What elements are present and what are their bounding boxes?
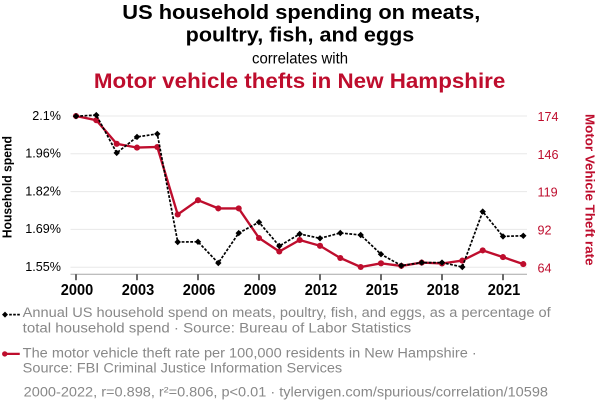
svg-text:2012: 2012 <box>305 282 337 299</box>
svg-text:2018: 2018 <box>427 282 459 299</box>
svg-text:Motor Vehicle Theft rate: Motor Vehicle Theft rate <box>583 114 597 265</box>
svg-text:1.82%: 1.82% <box>25 184 61 198</box>
svg-text:US household spending on meats: US household spending on meats, <box>122 2 480 24</box>
svg-text:correlates with: correlates with <box>252 51 348 68</box>
svg-text:Motor vehicle thefts in New Ha: Motor vehicle thefts in New Hampshire <box>94 69 506 93</box>
svg-text:2009: 2009 <box>244 282 276 299</box>
svg-text:2000: 2000 <box>61 282 93 299</box>
svg-text:2021: 2021 <box>488 282 520 299</box>
svg-text:146: 146 <box>538 148 559 162</box>
svg-text:92: 92 <box>538 224 552 238</box>
svg-text:poultry, fish, and eggs: poultry, fish, and eggs <box>186 24 415 46</box>
svg-text:Source: FBI Criminal Justice I: Source: FBI Criminal Justice Information… <box>23 361 343 376</box>
svg-text:2015: 2015 <box>366 282 398 299</box>
svg-text:119: 119 <box>538 186 558 200</box>
svg-text:1.55%: 1.55% <box>25 260 61 274</box>
svg-text:2.1%: 2.1% <box>32 109 61 123</box>
svg-text:Household spend: Household spend <box>1 136 15 238</box>
svg-text:174: 174 <box>538 110 559 124</box>
svg-text:total household spend · Source: total household spend · Source: Bureau o… <box>23 321 412 336</box>
svg-text:1.69%: 1.69% <box>25 222 61 236</box>
svg-text:Annual US household spend on m: Annual US household spend on meats, poul… <box>23 305 551 320</box>
svg-text:2003: 2003 <box>122 282 154 299</box>
svg-text:The motor vehicle theft rate p: The motor vehicle theft rate per 100,000… <box>23 346 477 361</box>
svg-text:1.96%: 1.96% <box>25 147 61 161</box>
svg-text:2006: 2006 <box>183 282 215 299</box>
svg-text:2000-2022, r=0.898, r²=0.806,: 2000-2022, r=0.898, r²=0.806, p<0.01 · t… <box>24 384 548 399</box>
svg-text:64: 64 <box>538 261 552 275</box>
